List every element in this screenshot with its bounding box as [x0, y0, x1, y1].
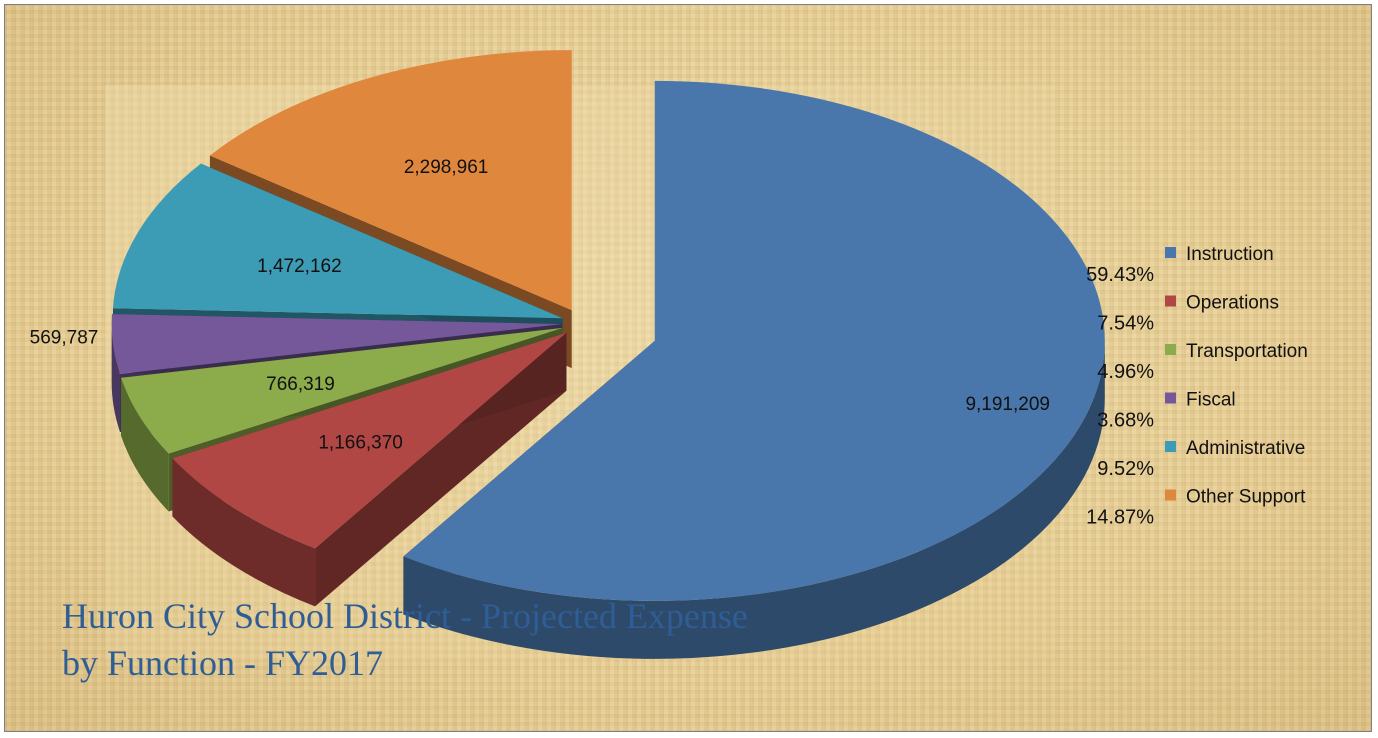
legend-swatch-fiscal [1165, 392, 1176, 404]
pie-slices [111, 50, 1105, 659]
chart-frame: 9,191,209 1,166,370 766,319 569,787 1,472,16… [4, 4, 1372, 732]
legend-swatch-operations [1165, 295, 1176, 307]
chart-title-line-1: Huron City School District - Projected E… [62, 596, 748, 636]
slice-top [209, 50, 572, 311]
slice-operations [172, 332, 567, 607]
slice-top [121, 327, 563, 454]
slice-top [172, 332, 567, 549]
slice-top [111, 314, 562, 374]
percent-label-fiscal: 3.68% [1097, 410, 1154, 432]
legend-label-transportation: Transportation [1186, 341, 1308, 362]
value-label-other-support: 2,298,961 [404, 157, 489, 178]
percent-label-other-support: 14.87% [1086, 507, 1154, 529]
percent-label-operations: 7.54% [1097, 313, 1154, 335]
legend-swatch-instruction [1165, 247, 1176, 258]
value-label-transportation: 766,319 [266, 374, 335, 395]
legend-swatch-transportation [1165, 344, 1176, 355]
slice-outer-wall [172, 458, 316, 607]
slice-value-labels: 9,191,209 1,166,370 766,319 569,787 1,472,16… [30, 157, 1050, 453]
value-label-administrative: 1,472,162 [257, 256, 342, 277]
legend-swatch-other-support [1165, 489, 1176, 501]
slice-outer-wall [111, 324, 120, 432]
legend-label-instruction: Instruction [1186, 244, 1274, 265]
legend-swatch-administrative [1165, 441, 1176, 452]
value-label-fiscal: 569,787 [30, 328, 99, 349]
chart-title-line-2: by Function - FY2017 [62, 643, 383, 683]
value-label-instruction: 9,191,209 [965, 394, 1050, 415]
slice-top [112, 163, 563, 319]
legend-label-operations: Operations [1186, 293, 1279, 314]
percent-label-transportation: 4.96% [1097, 361, 1154, 383]
percent-label-administrative: 9.52% [1097, 458, 1154, 480]
legend: Instruction Operations Transportation Fisca… [1165, 244, 1308, 508]
value-label-operations: 1,166,370 [318, 433, 403, 454]
percent-labels: 59.43% 7.54% 4.96% 3.68% 9.52% 14.87% [1086, 264, 1154, 529]
slice-outer-wall [403, 340, 1105, 659]
slice-instruction [403, 80, 1105, 659]
pie-chart: 9,191,209 1,166,370 766,319 569,787 1,472,16… [30, 50, 1308, 683]
legend-label-administrative: Administrative [1186, 438, 1305, 459]
legend-label-other-support: Other Support [1186, 487, 1306, 508]
slice-outer-wall [121, 377, 169, 512]
legend-label-fiscal: Fiscal [1186, 390, 1236, 411]
percent-label-instruction: 59.43% [1086, 264, 1154, 286]
slice-top [403, 80, 1105, 601]
